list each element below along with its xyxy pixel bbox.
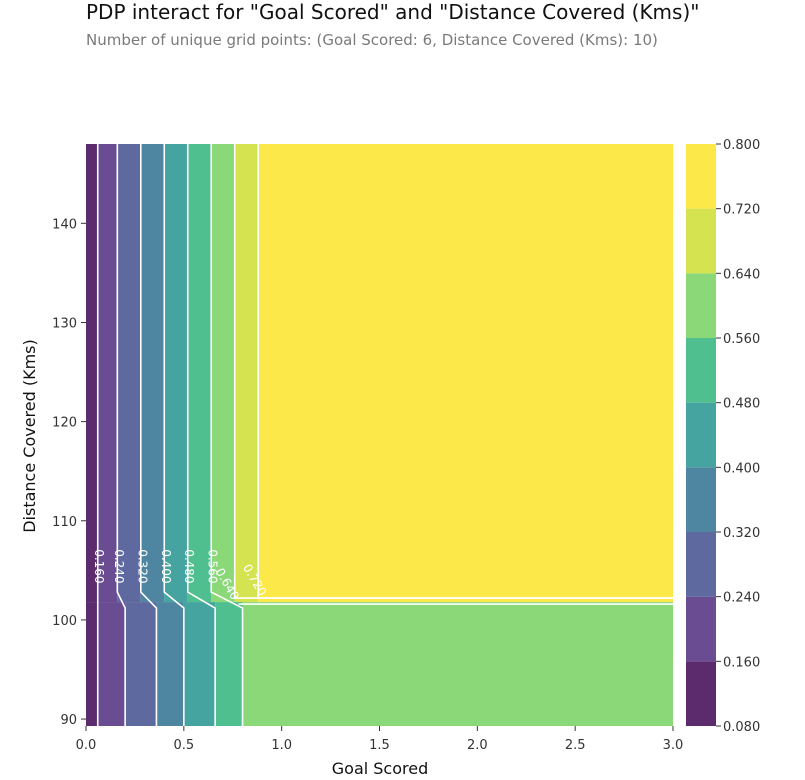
upper-contour-region bbox=[86, 144, 673, 603]
contour-line-1 bbox=[116, 144, 126, 726]
contour-band-lower-6 bbox=[242, 602, 674, 726]
x-axis: 0.0 0.5 1.0 1.5 2.0 2.5 3.0 bbox=[76, 726, 684, 753]
contour-band-lower-1 bbox=[97, 602, 126, 726]
x-tick-label: 0.5 bbox=[173, 738, 194, 753]
colorbar-tick-label: 0.080 bbox=[723, 720, 760, 735]
contour-label-1: 0.240 bbox=[112, 549, 126, 583]
colorbar-tick-label: 0.720 bbox=[723, 203, 760, 218]
y-tick-label: 110 bbox=[52, 515, 77, 530]
chart-subtitle: Number of unique grid points: (Goal Scor… bbox=[86, 31, 658, 49]
y-tick-label: 120 bbox=[52, 416, 77, 431]
contour-band-lower-3 bbox=[156, 602, 184, 726]
contour-band-upper-0 bbox=[86, 144, 98, 603]
contour-band-upper-3 bbox=[140, 144, 165, 603]
y-axis: 90 100 110 120 130 140 bbox=[52, 217, 86, 728]
y-tick-label: 90 bbox=[60, 713, 77, 728]
colorbar-segment-6 bbox=[686, 273, 716, 338]
contour-label-0: 0.160 bbox=[92, 549, 106, 583]
x-tick-label: 2.0 bbox=[467, 738, 488, 753]
colorbar-segment-4 bbox=[686, 402, 716, 468]
colorbar-tick-label: 0.400 bbox=[723, 461, 760, 476]
x-tick-label: 2.5 bbox=[565, 738, 586, 753]
colorbar-tick-label: 0.480 bbox=[723, 397, 760, 412]
contour-line-7 bbox=[257, 144, 673, 599]
contour-band-lower-2 bbox=[125, 602, 157, 726]
contour-line-4 bbox=[186, 144, 216, 726]
contour-label-3: 0.400 bbox=[159, 549, 173, 583]
y-tick-label: 100 bbox=[52, 614, 77, 629]
colorbar-segment-1 bbox=[686, 596, 716, 662]
x-tick-label: 1.5 bbox=[369, 738, 390, 753]
colorbar-tick-label: 0.160 bbox=[723, 655, 760, 670]
colorbar: 0.080 0.160 0.240 0.320 0.400 0.480 0.560 0.640… bbox=[686, 138, 760, 735]
contour-band-upper-5 bbox=[187, 144, 212, 603]
colorbar-tick-label: 0.800 bbox=[723, 138, 760, 153]
colorbar-tick-label: 0.640 bbox=[723, 267, 760, 282]
contour-band-upper-6 bbox=[211, 144, 235, 603]
colorbar-tick-label: 0.240 bbox=[723, 591, 760, 606]
colorbar-segment-7 bbox=[686, 208, 716, 274]
contour-band-upper-7 bbox=[234, 144, 259, 603]
chart-title: PDP interact for "Goal Scored" and "Dist… bbox=[86, 0, 700, 24]
y-tick-label: 130 bbox=[52, 316, 77, 331]
contour-line-2 bbox=[139, 144, 158, 726]
contour-lines bbox=[96, 144, 673, 726]
x-tick-label: 0.0 bbox=[76, 738, 97, 753]
x-axis-label: Goal Scored bbox=[332, 759, 429, 778]
colorbar-tick-label: 0.560 bbox=[723, 332, 760, 347]
contour-band-upper-4 bbox=[164, 144, 188, 603]
colorbar-segment-5 bbox=[686, 338, 716, 403]
colorbar-segment-3 bbox=[686, 467, 716, 532]
colorbar-segment-8 bbox=[686, 144, 716, 209]
y-tick-label: 140 bbox=[52, 217, 77, 232]
contour-band-upper-2 bbox=[117, 144, 141, 603]
contour-label-2: 0.320 bbox=[135, 549, 149, 583]
contour-label-5: 0.560 bbox=[206, 549, 220, 583]
x-tick-label: 3.0 bbox=[663, 738, 684, 753]
contour-line-3 bbox=[163, 144, 185, 726]
colorbar-segment-0 bbox=[686, 661, 716, 726]
colorbar-tick-label: 0.320 bbox=[723, 526, 760, 541]
contour-label-4: 0.480 bbox=[182, 549, 196, 583]
contour-band-lower-4 bbox=[183, 602, 216, 726]
lower-contour-region bbox=[86, 602, 674, 726]
y-axis-label: Distance Covered (Kms) bbox=[20, 339, 39, 533]
contour-band-lower-5 bbox=[215, 602, 243, 726]
contour-band-upper-8 bbox=[258, 144, 673, 603]
contour-band-lower-0 bbox=[86, 602, 98, 726]
contour-line-5 bbox=[210, 144, 244, 726]
x-tick-label: 1.0 bbox=[271, 738, 292, 753]
contour-band-upper-1 bbox=[97, 144, 118, 603]
colorbar-segment-2 bbox=[686, 532, 716, 597]
